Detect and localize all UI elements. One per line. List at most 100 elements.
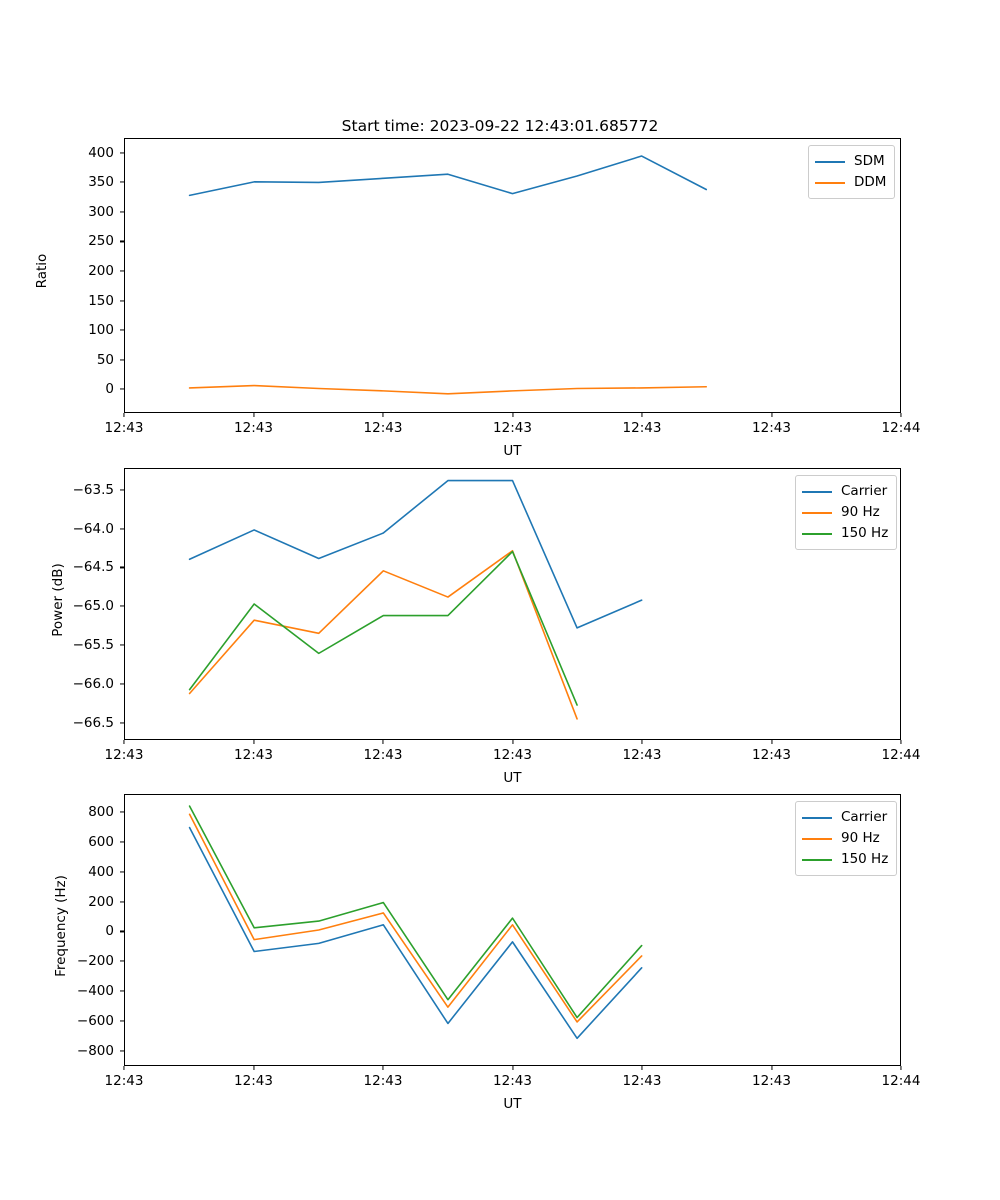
frequency-xlabel: UT	[503, 1096, 522, 1112]
frequency-ytick-label: 400	[88, 863, 114, 880]
frequency-xtick-mark	[900, 1066, 902, 1071]
frequency-ytick-label: 200	[88, 893, 114, 910]
legend-line-swatch-icon	[802, 816, 832, 819]
ratio-ytick-label: 100	[88, 322, 114, 339]
frequency-xtick-label: 12:43	[363, 1073, 403, 1089]
frequency-xtick-mark	[641, 1066, 643, 1071]
frequency-xtick-mark	[123, 1066, 125, 1071]
frequency-plot-lines	[188, 805, 643, 1040]
ratio-ytick-mark	[119, 359, 124, 361]
power-ytick-mark	[119, 566, 124, 569]
ratio-series-ddm	[188, 384, 708, 395]
ratio-series-sdm	[188, 155, 708, 197]
legend-item[interactable]: Carrier	[802, 481, 888, 502]
power-ytick-mark	[119, 722, 124, 724]
power-ytick-mark	[119, 528, 124, 530]
ratio-xtick-label: 12:43	[234, 420, 273, 436]
frequency-legend[interactable]: Carrier 90 Hz 150 Hz	[795, 801, 898, 876]
power-xtick-mark	[123, 740, 125, 745]
power-xtick-label: 12:43	[752, 747, 791, 763]
ratio-xtick-label: 12:43	[104, 420, 144, 436]
legend-item[interactable]: SDM	[815, 151, 886, 172]
legend-item[interactable]: 150 Hz	[802, 523, 888, 544]
power-series-150-hz	[188, 550, 578, 706]
frequency-xtick-mark	[770, 1066, 773, 1071]
ratio-ytick-mark	[119, 388, 124, 390]
power-xtick-label: 12:43	[104, 747, 144, 763]
power-ytick-label: −65.0	[72, 598, 114, 615]
frequency-xtick-label: 12:43	[493, 1073, 532, 1089]
power-xtick-label: 12:44	[881, 747, 921, 763]
frequency-ytick-label: 800	[88, 803, 114, 820]
power-xtick-mark	[641, 740, 643, 745]
legend-label: SDM	[854, 152, 885, 169]
frequency-ytick-mark	[119, 901, 124, 903]
power-ytick-label: −64.5	[72, 559, 114, 576]
ratio-ytick-label: 50	[96, 351, 114, 368]
ratio-xtick-mark	[641, 413, 643, 418]
ratio-xtick-mark	[382, 413, 384, 418]
frequency-ytick-label: −200	[76, 953, 114, 970]
legend-line-swatch-icon	[802, 837, 832, 840]
legend-line-swatch-icon	[802, 532, 832, 535]
figure-title: Start time: 2023-09-22 12:43:01.685772	[341, 117, 659, 135]
power-xtick-mark	[252, 740, 255, 745]
ratio-xtick-label: 12:43	[363, 420, 403, 436]
frequency-ytick-label: −400	[76, 983, 114, 1000]
legend-label: Carrier	[841, 808, 888, 825]
legend-item[interactable]: 90 Hz	[802, 828, 888, 849]
power-xtick-mark	[900, 740, 902, 745]
legend-label: 150 Hz	[841, 850, 889, 867]
ratio-xtick-mark	[123, 413, 125, 418]
ratio-ytick-mark	[119, 240, 124, 243]
legend-item[interactable]: 90 Hz	[802, 502, 888, 523]
power-xtick-label: 12:43	[493, 747, 532, 763]
ratio-plot-lines	[188, 155, 708, 395]
ratio-ytick-mark	[119, 181, 124, 183]
ratio-axes	[124, 138, 901, 413]
frequency-ytick-label: −800	[76, 1043, 114, 1060]
legend-line-swatch-icon	[802, 511, 832, 514]
ratio-ytick-mark	[119, 300, 124, 302]
frequency-ytick-label: −600	[76, 1013, 114, 1030]
legend-label: 90 Hz	[841, 503, 880, 520]
ratio-ytick-label: 400	[88, 144, 114, 161]
ratio-xtick-label: 12:43	[493, 420, 532, 436]
legend-label: 150 Hz	[841, 524, 889, 541]
frequency-ytick-label: 0	[105, 923, 114, 940]
legend-item[interactable]: DDM	[815, 172, 886, 193]
power-ytick-label: −66.5	[72, 714, 114, 731]
frequency-xtick-label: 12:43	[104, 1073, 144, 1089]
power-xtick-mark	[511, 740, 514, 745]
frequency-axes	[124, 794, 901, 1066]
power-ytick-label: −66.0	[72, 676, 114, 693]
power-ytick-mark	[119, 489, 124, 491]
ratio-legend[interactable]: SDM DDM	[808, 145, 896, 199]
power-legend[interactable]: Carrier 90 Hz 150 Hz	[795, 475, 898, 550]
ratio-xtick-mark	[252, 413, 255, 418]
ratio-xtick-mark	[770, 413, 773, 418]
legend-line-swatch-icon	[802, 858, 832, 861]
legend-item[interactable]: Carrier	[802, 807, 888, 828]
ratio-xtick-mark	[511, 413, 514, 418]
power-ytick-mark	[119, 683, 124, 685]
power-series-carrier	[188, 479, 643, 629]
ratio-ytick-label: 300	[88, 203, 114, 220]
frequency-ytick-mark	[119, 871, 124, 873]
legend-line-swatch-icon	[802, 490, 832, 493]
legend-line-swatch-icon	[815, 181, 845, 184]
ratio-ytick-mark	[119, 211, 124, 213]
ratio-xtick-label: 12:44	[881, 420, 921, 436]
ratio-xtick-mark	[900, 413, 902, 418]
legend-item[interactable]: 150 Hz	[802, 849, 888, 870]
power-ytick-mark	[119, 605, 124, 607]
ratio-ytick-label: 350	[88, 174, 114, 191]
frequency-xtick-mark	[382, 1066, 384, 1071]
ratio-ytick-mark	[119, 329, 124, 331]
frequency-xtick-label: 12:44	[881, 1073, 921, 1089]
frequency-ytick-mark	[119, 841, 124, 843]
ratio-ytick-label: 0	[105, 381, 114, 398]
